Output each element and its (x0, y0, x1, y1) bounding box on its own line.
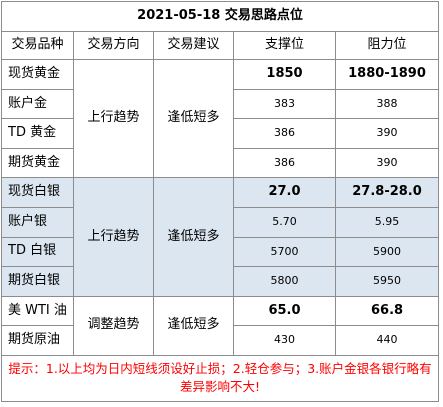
resistance-value: 27.8-28.0 (334, 177, 440, 209)
product-name: 账户银 (1, 207, 74, 238)
resistance-value: 5950 (334, 266, 440, 297)
resistance-value: 1880-1890 (334, 59, 440, 90)
support-value: 5.70 (233, 207, 336, 238)
support-value: 386 (233, 147, 336, 179)
header-advice: 交易建议 (153, 30, 234, 61)
advice-cell: 逢低短多 (153, 295, 234, 356)
resistance-value: 390 (334, 147, 440, 179)
tip-note: 提示：1.以上均为日内短线须设好止损；2.轻仓参与；3.账户金银各银行略有差异影… (0, 354, 440, 403)
support-value: 1850 (233, 59, 336, 90)
advice-cell: 逢低短多 (153, 59, 234, 179)
advice-cell: 逢低短多 (153, 177, 234, 297)
header-direction: 交易方向 (73, 30, 154, 61)
support-value: 27.0 (233, 177, 336, 209)
product-name: 期货原油 (1, 325, 74, 356)
table-title: 2021-05-18 交易思路点位 (0, 1, 440, 32)
resistance-value: 5900 (334, 236, 440, 268)
resistance-value: 388 (334, 88, 440, 120)
support-value: 430 (233, 325, 336, 356)
product-name: TD 白银 (1, 236, 74, 268)
direction-cell: 上行趋势 (73, 59, 154, 179)
support-value: 5700 (233, 236, 336, 268)
product-name: TD 黄金 (1, 118, 74, 149)
resistance-value: 66.8 (334, 295, 440, 327)
header-resistance: 阻力位 (334, 30, 440, 61)
support-value: 383 (233, 88, 336, 120)
product-name: 现货黄金 (1, 59, 74, 90)
product-name: 美 WTI 油 (1, 295, 74, 327)
support-value: 65.0 (233, 295, 336, 327)
direction-cell: 调整趋势 (73, 295, 154, 356)
header-support: 支撑位 (233, 30, 336, 61)
product-name: 账户金 (1, 88, 74, 120)
product-name: 期货白银 (1, 266, 74, 297)
product-name: 现货白银 (1, 177, 74, 209)
resistance-value: 440 (334, 325, 440, 356)
resistance-value: 5.95 (334, 207, 440, 238)
support-value: 386 (233, 118, 336, 149)
support-value: 5800 (233, 266, 336, 297)
header-product: 交易品种 (1, 30, 74, 61)
resistance-value: 390 (334, 118, 440, 149)
product-name: 期货黄金 (1, 147, 74, 179)
direction-cell: 上行趋势 (73, 177, 154, 297)
